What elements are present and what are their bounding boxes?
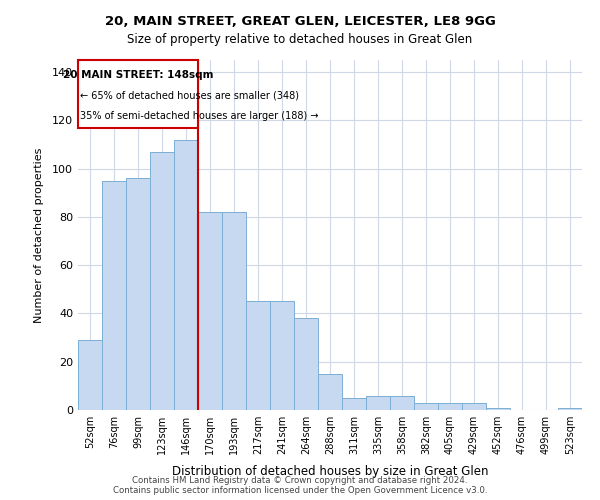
Text: Size of property relative to detached houses in Great Glen: Size of property relative to detached ho… — [127, 32, 473, 46]
Text: Contains public sector information licensed under the Open Government Licence v3: Contains public sector information licen… — [113, 486, 487, 495]
Bar — [438, 403, 462, 410]
Bar — [270, 302, 294, 410]
Bar — [366, 396, 390, 410]
Bar — [294, 318, 318, 410]
Y-axis label: Number of detached properties: Number of detached properties — [34, 148, 44, 322]
Text: 20, MAIN STREET, GREAT GLEN, LEICESTER, LE8 9GG: 20, MAIN STREET, GREAT GLEN, LEICESTER, … — [104, 15, 496, 28]
Bar — [102, 180, 126, 410]
Bar — [390, 396, 414, 410]
Bar — [78, 340, 102, 410]
Bar — [126, 178, 150, 410]
Text: 35% of semi-detached houses are larger (188) →: 35% of semi-detached houses are larger (… — [80, 110, 319, 120]
Text: 20 MAIN STREET: 148sqm: 20 MAIN STREET: 148sqm — [63, 70, 213, 80]
Bar — [174, 140, 198, 410]
Bar — [222, 212, 246, 410]
Bar — [558, 408, 582, 410]
Bar — [246, 302, 270, 410]
Bar — [486, 408, 510, 410]
Bar — [462, 403, 486, 410]
Bar — [78, 60, 198, 128]
Bar — [150, 152, 174, 410]
X-axis label: Distribution of detached houses by size in Great Glen: Distribution of detached houses by size … — [172, 466, 488, 478]
Text: ← 65% of detached houses are smaller (348): ← 65% of detached houses are smaller (34… — [80, 90, 299, 100]
Text: Contains HM Land Registry data © Crown copyright and database right 2024.: Contains HM Land Registry data © Crown c… — [132, 476, 468, 485]
Bar — [414, 403, 438, 410]
Bar — [198, 212, 222, 410]
Bar — [318, 374, 342, 410]
Bar — [342, 398, 366, 410]
